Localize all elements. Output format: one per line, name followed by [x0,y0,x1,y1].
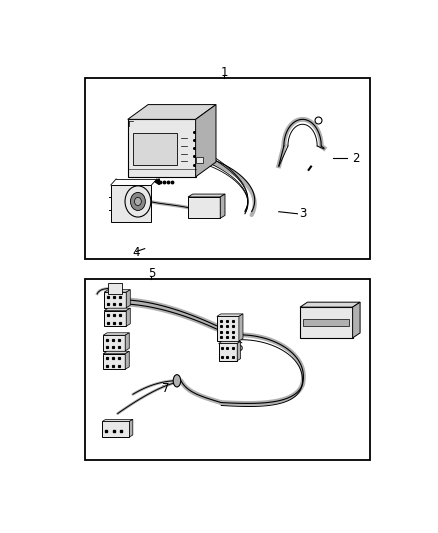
Polygon shape [239,314,243,341]
Bar [219,343,237,361]
Bar [133,133,177,165]
Text: 4: 4 [132,246,140,259]
Polygon shape [128,104,216,119]
Bar [188,197,220,219]
Text: 7: 7 [162,382,169,394]
Text: 1: 1 [221,67,228,79]
Bar [304,319,349,326]
Polygon shape [104,290,130,292]
Bar [196,157,203,163]
Polygon shape [155,179,159,184]
Polygon shape [196,104,216,177]
Bar [103,354,125,369]
Bar [217,317,239,341]
Polygon shape [219,342,240,343]
Bar [104,311,126,326]
Text: 3: 3 [299,207,307,220]
Bar [85,279,371,460]
Polygon shape [125,351,129,369]
Bar [108,282,122,294]
Polygon shape [126,290,130,308]
Bar [111,185,152,222]
Text: 6: 6 [235,341,242,353]
Polygon shape [220,194,225,219]
Text: 5: 5 [148,267,155,280]
Bar [128,119,196,177]
Polygon shape [126,308,130,326]
Polygon shape [103,351,129,354]
Polygon shape [102,419,133,422]
Polygon shape [188,194,225,197]
Polygon shape [353,302,360,338]
Polygon shape [300,302,360,307]
Polygon shape [125,333,129,351]
Text: 2: 2 [352,152,359,165]
Circle shape [125,186,151,217]
Bar [102,422,130,437]
Polygon shape [237,342,240,361]
Circle shape [134,197,141,206]
Bar [85,78,371,259]
Polygon shape [104,308,130,311]
Polygon shape [103,333,129,335]
Polygon shape [217,314,243,317]
Bar [300,307,353,338]
Bar [103,335,125,351]
Polygon shape [130,419,133,437]
Bar [104,292,126,308]
Circle shape [131,192,145,211]
Ellipse shape [173,375,181,387]
